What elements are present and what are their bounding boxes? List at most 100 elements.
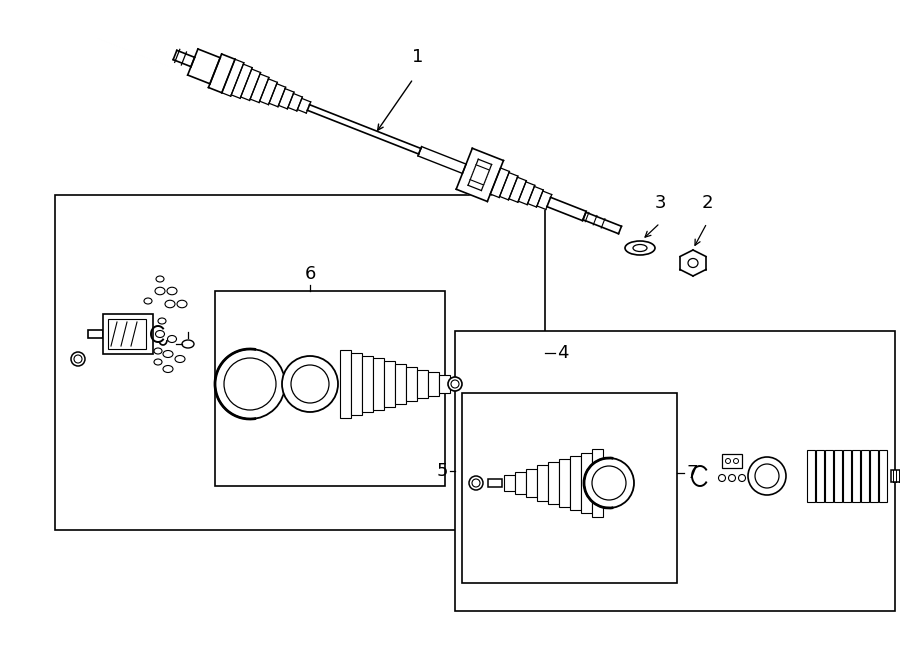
Ellipse shape bbox=[451, 380, 459, 388]
Ellipse shape bbox=[592, 466, 626, 500]
Bar bbox=[816, 450, 824, 502]
Ellipse shape bbox=[74, 355, 82, 363]
Polygon shape bbox=[468, 159, 491, 190]
Ellipse shape bbox=[282, 356, 338, 412]
Bar bbox=[852, 450, 860, 502]
Bar bbox=[834, 450, 842, 502]
Ellipse shape bbox=[175, 356, 185, 362]
Bar bbox=[825, 450, 833, 502]
Ellipse shape bbox=[291, 365, 329, 403]
Polygon shape bbox=[456, 148, 503, 202]
Polygon shape bbox=[418, 147, 466, 173]
Ellipse shape bbox=[177, 300, 187, 308]
Ellipse shape bbox=[163, 366, 173, 373]
Text: 1: 1 bbox=[411, 48, 423, 65]
Polygon shape bbox=[297, 98, 310, 113]
Bar bbox=[428, 372, 439, 395]
Bar bbox=[861, 450, 869, 502]
Ellipse shape bbox=[154, 359, 162, 365]
Text: 7: 7 bbox=[686, 464, 698, 482]
Ellipse shape bbox=[584, 458, 634, 508]
Ellipse shape bbox=[734, 459, 739, 463]
Bar bbox=[526, 469, 537, 497]
Polygon shape bbox=[259, 79, 277, 104]
Text: 5: 5 bbox=[436, 462, 448, 480]
Ellipse shape bbox=[748, 457, 786, 495]
Bar bbox=[108, 319, 146, 349]
Polygon shape bbox=[537, 191, 552, 210]
Bar bbox=[55, 195, 545, 530]
Bar bbox=[439, 375, 450, 393]
Bar bbox=[843, 450, 851, 502]
Ellipse shape bbox=[167, 288, 177, 295]
Bar bbox=[455, 331, 895, 611]
Bar bbox=[88, 330, 103, 338]
Ellipse shape bbox=[156, 276, 164, 282]
Ellipse shape bbox=[158, 318, 166, 324]
Ellipse shape bbox=[633, 245, 647, 251]
Ellipse shape bbox=[448, 377, 462, 391]
Ellipse shape bbox=[718, 475, 725, 481]
Ellipse shape bbox=[155, 288, 165, 295]
Bar bbox=[722, 454, 742, 468]
Polygon shape bbox=[231, 64, 252, 98]
Bar bbox=[351, 353, 362, 415]
Ellipse shape bbox=[163, 350, 173, 358]
Bar bbox=[340, 350, 351, 418]
Polygon shape bbox=[250, 74, 269, 102]
Ellipse shape bbox=[144, 298, 152, 304]
Ellipse shape bbox=[215, 349, 285, 419]
Bar bbox=[215, 291, 445, 486]
Bar bbox=[581, 453, 592, 514]
Bar bbox=[488, 479, 502, 487]
Text: 4: 4 bbox=[557, 344, 569, 362]
Ellipse shape bbox=[156, 330, 165, 338]
Bar bbox=[417, 369, 428, 399]
Ellipse shape bbox=[154, 348, 162, 354]
Bar bbox=[504, 475, 515, 491]
Bar bbox=[559, 459, 570, 507]
Ellipse shape bbox=[469, 476, 483, 490]
Bar bbox=[548, 462, 559, 504]
Bar bbox=[891, 470, 900, 482]
Bar bbox=[515, 472, 526, 494]
Polygon shape bbox=[188, 49, 220, 84]
Text: 6: 6 bbox=[304, 265, 316, 283]
Bar bbox=[592, 449, 603, 517]
Ellipse shape bbox=[182, 340, 194, 348]
Ellipse shape bbox=[625, 241, 655, 255]
Ellipse shape bbox=[755, 464, 779, 488]
Polygon shape bbox=[518, 182, 535, 205]
Ellipse shape bbox=[224, 358, 276, 410]
Ellipse shape bbox=[472, 479, 480, 487]
Text: 3: 3 bbox=[654, 194, 666, 212]
Bar bbox=[570, 456, 581, 510]
Polygon shape bbox=[491, 168, 509, 198]
Polygon shape bbox=[509, 177, 526, 202]
Polygon shape bbox=[278, 89, 294, 109]
Polygon shape bbox=[500, 173, 518, 200]
Polygon shape bbox=[470, 165, 490, 185]
Polygon shape bbox=[308, 104, 421, 154]
Bar bbox=[406, 367, 417, 401]
Bar bbox=[879, 450, 887, 502]
Polygon shape bbox=[547, 198, 586, 221]
Bar bbox=[807, 450, 815, 502]
Polygon shape bbox=[209, 54, 235, 93]
Ellipse shape bbox=[728, 475, 735, 481]
Polygon shape bbox=[527, 186, 544, 207]
Bar bbox=[103, 314, 153, 354]
Polygon shape bbox=[269, 84, 285, 107]
Text: 2: 2 bbox=[701, 194, 713, 212]
Bar bbox=[870, 450, 878, 502]
Bar bbox=[537, 465, 548, 500]
Bar bbox=[373, 358, 384, 410]
Polygon shape bbox=[221, 59, 244, 97]
Polygon shape bbox=[173, 50, 194, 67]
Bar bbox=[462, 393, 677, 583]
Ellipse shape bbox=[167, 336, 176, 342]
Ellipse shape bbox=[165, 300, 175, 308]
Polygon shape bbox=[240, 69, 261, 100]
Bar bbox=[395, 364, 406, 404]
Ellipse shape bbox=[725, 459, 731, 463]
